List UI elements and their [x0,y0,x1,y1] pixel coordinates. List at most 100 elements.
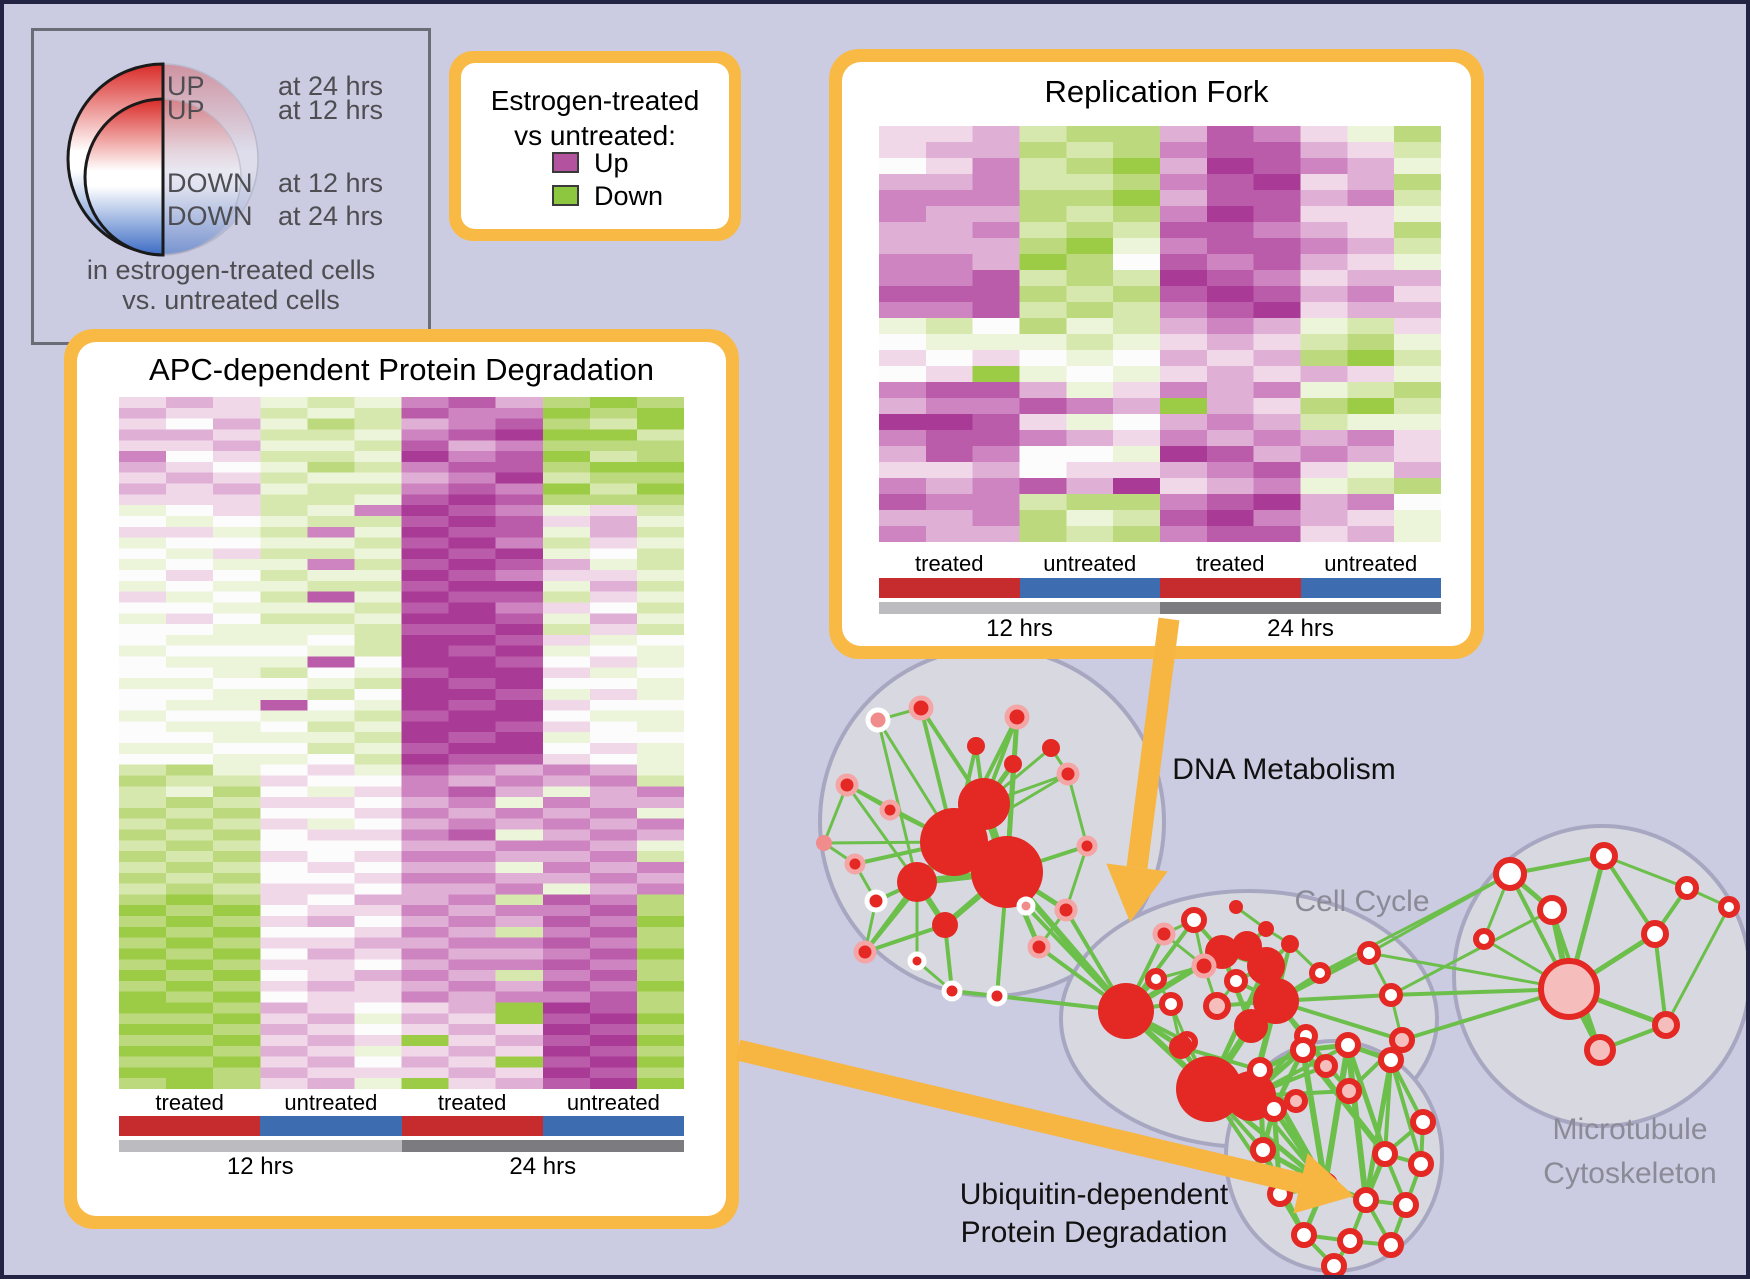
heatmap-cell [166,807,214,820]
network-node [1372,1141,1398,1167]
12hrs-bar [879,602,1160,614]
heatmap-cell [260,407,308,420]
heatmap-cell [307,1034,355,1047]
heatmap-cell [119,678,167,690]
heatmap-cell [401,1078,450,1089]
heatmap-cell [354,894,402,906]
heatmap-cell [542,991,591,1003]
heatmap-cell [1019,398,1067,415]
heatmap-cell [925,142,974,159]
heatmap-cell [166,894,214,906]
heatmap-cell [260,764,308,776]
heatmap-cell [879,398,927,415]
heatmap-cell [1253,286,1301,303]
heatmap-cell [636,407,684,420]
heatmap-cell [213,807,261,820]
heatmap-cell [448,775,497,787]
heatmap-cell [1160,302,1208,319]
heatmap-cell [495,548,544,560]
heatmap-cell [542,1002,591,1014]
heatmap-cell [448,515,497,528]
heatmap-cell [1300,366,1348,383]
heatmap-cell [589,764,638,776]
ring-row-time: at 24 hrs [278,71,384,101]
network-node [1284,1089,1308,1113]
heatmap-cell [542,515,591,528]
heatmap-cell [1066,462,1114,479]
heatmap-cell [448,1013,497,1025]
heatmap-cell [1113,142,1161,159]
heatmap-cell [213,937,261,949]
heatmap-cell [1253,334,1301,351]
heatmap-cell [307,732,355,744]
heatmap-cell [119,980,167,993]
heatmap-cell [354,980,402,993]
heatmap-cell [925,366,974,383]
heatmap-cell [879,350,927,367]
heatmap-cell [879,302,927,319]
network-edge [876,718,919,884]
heatmap-cell [119,948,167,960]
apc-heatmap [119,397,684,1089]
heatmap-cell [495,970,544,982]
heatmap-cell [879,478,927,495]
ring-row-time: at 24 hrs [278,201,384,231]
heatmap-cell [119,937,167,949]
heatmap-cell [972,510,1020,527]
heatmap-cell [260,1034,308,1047]
ring-row-time: at 12 hrs [278,95,384,125]
network-node [1473,928,1495,950]
heatmap-cell [589,591,638,603]
heatmap-cell [542,699,591,712]
heatmap-cell [542,753,591,766]
heatmap-cell [213,494,261,506]
heatmap-cell [1113,478,1161,495]
heatmap-cell [213,559,261,571]
heatmap-cell [401,851,450,863]
heatmap-cell [636,797,684,809]
heatmap-cell [307,926,355,939]
heatmap-cell [1253,174,1301,191]
heatmap-cell [636,948,684,960]
heatmap-cell [401,1056,450,1068]
heatmap-cell [589,645,638,657]
heatmap-cell [119,807,167,820]
heatmap-cell [166,537,214,549]
heatmap-cell [448,948,497,960]
heatmap-cell [448,807,497,820]
heatmap-cell [542,656,591,668]
heatmap-cell [636,861,684,874]
heatmap-cell [213,505,261,517]
heatmap-cell [260,429,308,441]
heatmap-cell [401,818,450,830]
heatmap-cell [354,699,402,712]
heatmap-cell [495,591,544,603]
heatmap-cell [307,861,355,874]
heatmap-cell [1394,526,1441,542]
network-node [941,980,963,1002]
heatmap-cell [1394,302,1441,319]
heatmap-cell [1347,510,1395,527]
heatmap-cell [1300,174,1348,191]
heatmap-cell [354,678,402,690]
heatmap-cell [1300,206,1348,223]
heatmap-cell [1300,318,1348,335]
heatmap-cell [1206,206,1255,223]
heatmap-cell [307,667,355,679]
heatmap-cell [448,991,497,1003]
heatmap-cell [1347,126,1395,143]
time-label-12hrs: 12 hrs [226,1153,294,1180]
heatmap-cell [354,872,402,885]
heatmap-cell [495,905,544,917]
heatmap-cell [166,753,214,766]
heatmap-cell [1019,430,1067,447]
heatmap-cell [213,872,261,885]
heatmap-cell [1206,286,1255,303]
heatmap-cell [636,537,684,549]
heatmap-cell [495,570,544,582]
heatmap-cell [589,1067,638,1079]
heatmap-cell [307,829,355,841]
network-node [1378,1232,1404,1258]
heatmap-cell [1066,318,1114,335]
heatmap-cell [213,591,261,603]
